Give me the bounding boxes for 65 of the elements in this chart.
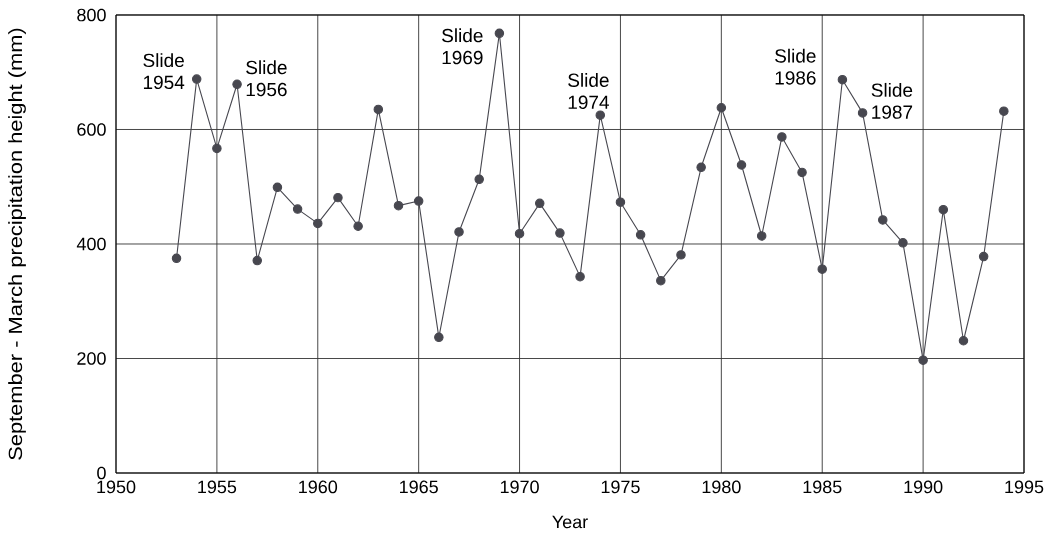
point <box>656 275 666 286</box>
point <box>393 200 404 211</box>
point <box>252 255 262 266</box>
x-tick-label: 1995 <box>1005 480 1044 494</box>
annotation: Slide 1974 <box>568 73 609 109</box>
annotation: Slide 1986 <box>775 48 816 85</box>
point <box>474 174 484 185</box>
point <box>191 74 202 84</box>
x-tick-label: 1955 <box>198 480 237 494</box>
point <box>272 182 283 193</box>
point <box>212 143 222 154</box>
point <box>555 228 565 238</box>
annotation: Slide 1987 <box>871 82 913 119</box>
point <box>797 167 807 178</box>
x-tick-label: 1960 <box>299 480 338 494</box>
point <box>958 336 969 346</box>
point <box>817 264 827 274</box>
point <box>898 238 908 248</box>
point <box>434 332 444 343</box>
point <box>292 204 303 214</box>
point <box>575 271 585 282</box>
point <box>514 228 525 239</box>
point <box>878 215 888 225</box>
point <box>615 197 626 207</box>
point <box>454 227 464 237</box>
point <box>676 250 686 260</box>
point <box>756 231 767 241</box>
y-tick-label: 600 <box>77 123 106 136</box>
y-axis-title: September - March precipitation height (mm) <box>8 28 26 460</box>
annotation: Slide 1969 <box>442 28 483 65</box>
point <box>494 28 505 39</box>
annotation: Slide 1956 <box>246 60 287 97</box>
point <box>373 104 384 115</box>
point <box>232 79 242 90</box>
point <box>736 160 747 170</box>
point <box>534 198 545 209</box>
x-tick-label: 1990 <box>904 480 943 494</box>
point <box>999 106 1009 116</box>
point <box>938 204 949 215</box>
x-tick-label: 1950 <box>97 480 136 494</box>
x-tick-label: 1975 <box>601 480 640 494</box>
x-axis-title: Year <box>552 515 588 529</box>
point <box>978 251 989 262</box>
y-tick-label: 0 <box>97 466 106 480</box>
point <box>171 253 182 264</box>
y-tick-label: 200 <box>77 352 106 365</box>
x-tick-label: 1965 <box>400 480 438 494</box>
point <box>595 110 606 120</box>
point <box>837 74 848 85</box>
annotation: Slide 1954 <box>143 53 185 90</box>
point <box>857 108 868 118</box>
x-tick-label: 1985 <box>803 480 842 494</box>
y-tick-label: 400 <box>76 237 106 251</box>
point <box>777 132 787 142</box>
point <box>313 218 323 229</box>
x-tick-label: 1970 <box>500 480 539 494</box>
point <box>918 355 928 365</box>
point <box>696 162 706 173</box>
point <box>353 221 363 231</box>
point <box>635 230 646 240</box>
point <box>333 192 343 203</box>
point <box>413 196 424 206</box>
point <box>716 102 727 113</box>
x-tick-label: 1980 <box>702 480 741 494</box>
y-tick-label: 800 <box>77 8 106 22</box>
